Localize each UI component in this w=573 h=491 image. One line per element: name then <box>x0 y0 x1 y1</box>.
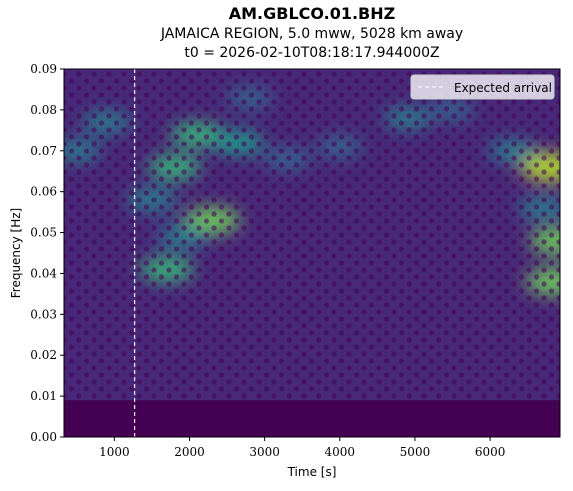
y-tick-label: 0.07 <box>30 144 57 158</box>
spectrogram-image <box>64 69 560 437</box>
x-tick-label: 6000 <box>475 445 506 459</box>
y-tick-label: 0.00 <box>30 430 57 444</box>
plot-frame <box>63 68 561 438</box>
spectral-texture <box>64 69 560 401</box>
x-tick-label: 5000 <box>400 445 431 459</box>
x-tick-label: 4000 <box>325 445 356 459</box>
x-tick-label: 1000 <box>99 445 130 459</box>
y-tick-label: 0.04 <box>30 266 57 280</box>
spectrogram-plot-area <box>64 69 560 437</box>
chart-subtitle: JAMAICA REGION, 5.0 mww, 5028 km away <box>160 26 464 42</box>
x-tick-label: 3000 <box>249 445 280 459</box>
chart-title: AM.GBLCO.01.BHZ <box>228 4 396 23</box>
chart-origin-time: t0 = 2026-02-10T08:18:17.944000Z <box>184 45 440 61</box>
x-axis-label: Time [s] <box>287 465 337 479</box>
y-tick-label: 0.02 <box>30 348 57 362</box>
legend-box <box>410 74 555 100</box>
legend-label-expected-arrival: Expected arrival <box>454 81 552 95</box>
chart-axes: 1000 2000 3000 4000 5000 6000 0.00 0.01 0.02 0.03… <box>30 62 561 459</box>
y-tick-label: 0.06 <box>30 185 57 199</box>
y-tick-label: 0.03 <box>30 307 57 321</box>
y-tick-label: 0.08 <box>30 103 57 117</box>
y-tick-label: 0.09 <box>30 62 57 76</box>
y-axis-label: Frequency [Hz] <box>9 208 23 299</box>
legend: Expected arrival <box>410 74 555 100</box>
y-tick-label: 0.05 <box>30 226 57 240</box>
x-tick-label: 2000 <box>174 445 205 459</box>
low-frequency-band <box>64 400 560 437</box>
y-tick-label: 0.01 <box>30 389 57 403</box>
